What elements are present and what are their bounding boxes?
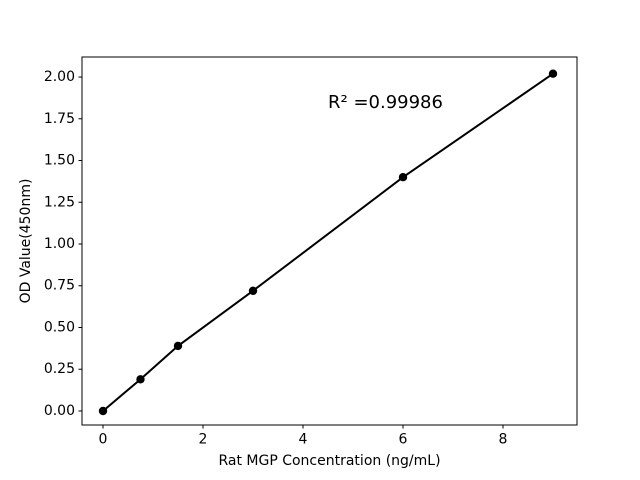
y-axis-ticks: 0.00 0.25 0.50 0.75 1.00 1.25 1.50 1.75 2.00 [44,69,82,419]
y-tick-label: 1.75 [44,111,75,127]
x-tick-label: 6 [399,432,408,448]
y-axis-label: OD Value(450nm) [18,179,34,304]
y-tick-label: 0.75 [44,278,75,294]
y-tick-label: 0.50 [44,319,75,335]
y-tick-label: 1.00 [44,236,75,252]
x-tick-label: 0 [99,432,108,448]
data-point [173,341,183,351]
data-point-markers [98,69,558,416]
y-tick-label: 1.25 [44,194,75,210]
r-squared-annotation: R² =0.99986 [328,92,443,113]
x-tick-label: 4 [299,432,308,448]
data-point [136,375,145,384]
x-axis-ticks: 0 2 4 6 8 [99,425,508,448]
x-axis-label: Rat MGP Concentration (ng/mL) [218,453,440,469]
x-tick-label: 8 [499,432,508,448]
y-tick-label: 0.00 [44,403,75,419]
data-point [548,69,558,78]
data-point [98,406,108,416]
y-tick-label: 1.50 [44,153,75,169]
x-tick-label: 2 [199,432,208,448]
y-tick-label: 0.25 [44,361,75,377]
plot-frame [81,56,578,426]
series-line [102,72,554,412]
data-point [248,286,258,295]
data-point [398,173,408,182]
y-tick-label: 2.00 [44,69,75,85]
